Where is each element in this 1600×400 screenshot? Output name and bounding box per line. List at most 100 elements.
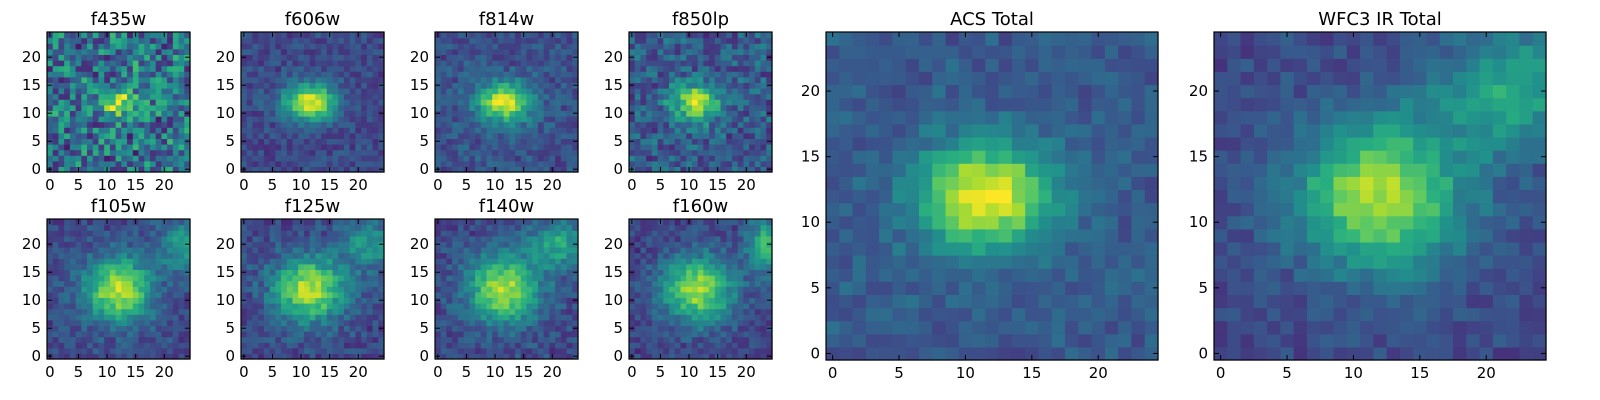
heatmap-cell [709, 342, 716, 349]
heatmap-cell [657, 308, 664, 315]
heatmap-cell [555, 71, 562, 78]
heatmap-cell [104, 160, 111, 167]
heatmap-cell [258, 116, 265, 123]
heatmap-cell [252, 32, 259, 39]
heatmap-cell [646, 149, 653, 156]
heatmap-cell [132, 144, 140, 151]
heatmap-cell [697, 331, 704, 338]
heatmap-cell [338, 155, 345, 162]
heatmap-cell [269, 144, 276, 151]
heatmap-cell [286, 43, 294, 50]
heatmap-cell [555, 88, 562, 95]
heatmap-cell [75, 155, 82, 162]
heatmap-cell [703, 138, 710, 145]
heatmap-cell [326, 331, 334, 338]
heatmap-cell [520, 43, 528, 50]
heatmap-cell [754, 71, 762, 78]
heatmap-cell [343, 308, 351, 315]
heatmap-cell [532, 353, 539, 360]
heatmap-cell [47, 230, 54, 237]
heatmap-cell [115, 241, 122, 248]
heatmap-cell [686, 280, 693, 287]
heatmap-cell [515, 342, 522, 349]
heatmap-cell [726, 71, 733, 78]
heatmap-cell [315, 116, 322, 123]
heatmap-cell [503, 308, 510, 315]
heatmap-cell [463, 76, 470, 83]
heatmap-cell [555, 280, 562, 287]
heatmap-cell [269, 263, 276, 270]
heatmap-cell [435, 93, 442, 100]
heatmap-cell [572, 275, 579, 282]
heatmap-cell [275, 263, 282, 270]
heatmap-cell [309, 32, 316, 39]
heatmap-cell [566, 235, 573, 242]
heatmap-cell [657, 132, 664, 139]
heatmap-cell [75, 132, 82, 139]
heatmap-cell [372, 99, 379, 106]
heatmap-cell [132, 291, 140, 298]
heatmap-cell [246, 99, 254, 106]
heatmap-cell [646, 160, 653, 167]
heatmap-cell [64, 314, 71, 321]
heatmap-cell [121, 235, 128, 242]
heatmap-cell [355, 43, 362, 50]
heatmap-cell [731, 43, 739, 50]
heatmap-cell [81, 263, 88, 270]
heatmap-cell [47, 93, 54, 100]
heatmap-cell [452, 252, 459, 259]
heatmap-cell [743, 280, 750, 287]
heatmap-cell [754, 303, 762, 310]
x-tick-label: 10 [98, 176, 117, 194]
heatmap-cell [167, 314, 174, 321]
heatmap-cell [503, 82, 510, 89]
heatmap-cell [315, 71, 322, 78]
heatmap-cell [309, 258, 316, 265]
heatmap-cell [760, 155, 767, 162]
heatmap-cell [754, 286, 762, 293]
heatmap-cell [138, 160, 145, 167]
heatmap-cell [275, 65, 282, 72]
heatmap-cell [109, 319, 117, 326]
heatmap-cell [246, 127, 254, 134]
heatmap-cell [132, 263, 140, 270]
heatmap-cell [246, 247, 254, 254]
heatmap-cell [303, 144, 311, 151]
heatmap-cell [486, 303, 493, 310]
heatmap-cell [269, 65, 276, 72]
heatmap-cell [161, 269, 168, 276]
heatmap-cell [87, 286, 94, 293]
heatmap-cell [378, 275, 385, 282]
heatmap-cell [343, 166, 351, 173]
heatmap-cell [572, 93, 579, 100]
heatmap-cell [651, 121, 659, 128]
heatmap-cell [309, 155, 316, 162]
heatmap-cell [338, 54, 345, 61]
heatmap-cell [680, 144, 687, 151]
heatmap-cell [109, 230, 117, 237]
heatmap-cell [127, 54, 134, 61]
heatmap-cell [315, 230, 322, 237]
heatmap-cell [566, 303, 573, 310]
heatmap-cell [457, 241, 465, 248]
heatmap-cell [555, 314, 562, 321]
heatmap-cell [634, 166, 642, 173]
heatmap-cell [64, 353, 71, 360]
heatmap-cell [326, 99, 334, 106]
heatmap-cell [109, 258, 117, 265]
heatmap-cell [480, 247, 488, 254]
heatmap-cell [515, 82, 522, 89]
heatmap-cell [646, 308, 653, 315]
heatmap-cell [480, 149, 488, 156]
heatmap-cell [680, 54, 687, 61]
heatmap-cell [663, 110, 670, 117]
heatmap-cell [167, 121, 174, 128]
heatmap-cell [486, 160, 493, 167]
heatmap-cell [178, 48, 185, 55]
heatmap-cell [572, 132, 579, 139]
heatmap-cell [537, 155, 545, 162]
heatmap-cell [703, 160, 710, 167]
heatmap-cell [532, 166, 539, 173]
heatmap-cell [258, 104, 265, 111]
heatmap-cell [537, 48, 545, 55]
